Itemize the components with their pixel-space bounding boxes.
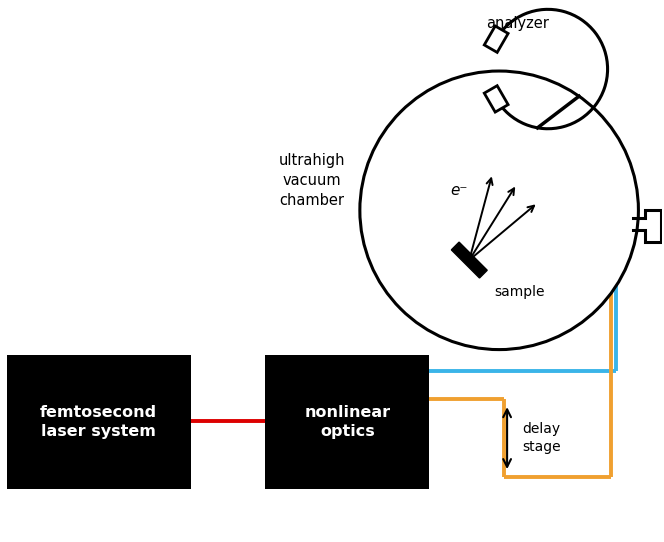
- Text: nonlinear
optics: nonlinear optics: [304, 405, 390, 438]
- Text: ultrahigh
vacuum
chamber: ultrahigh vacuum chamber: [278, 153, 345, 208]
- Bar: [452, 242, 487, 278]
- Bar: [484, 26, 508, 53]
- Text: delay
stage: delay stage: [522, 422, 560, 454]
- Text: sample: sample: [494, 285, 544, 299]
- Text: femtosecond
laser system: femtosecond laser system: [40, 405, 157, 438]
- Circle shape: [360, 71, 638, 350]
- Text: e⁻: e⁻: [451, 183, 468, 198]
- Bar: [7, 354, 191, 489]
- Bar: [266, 354, 430, 489]
- Bar: [484, 86, 508, 112]
- Text: analyzer: analyzer: [487, 16, 550, 31]
